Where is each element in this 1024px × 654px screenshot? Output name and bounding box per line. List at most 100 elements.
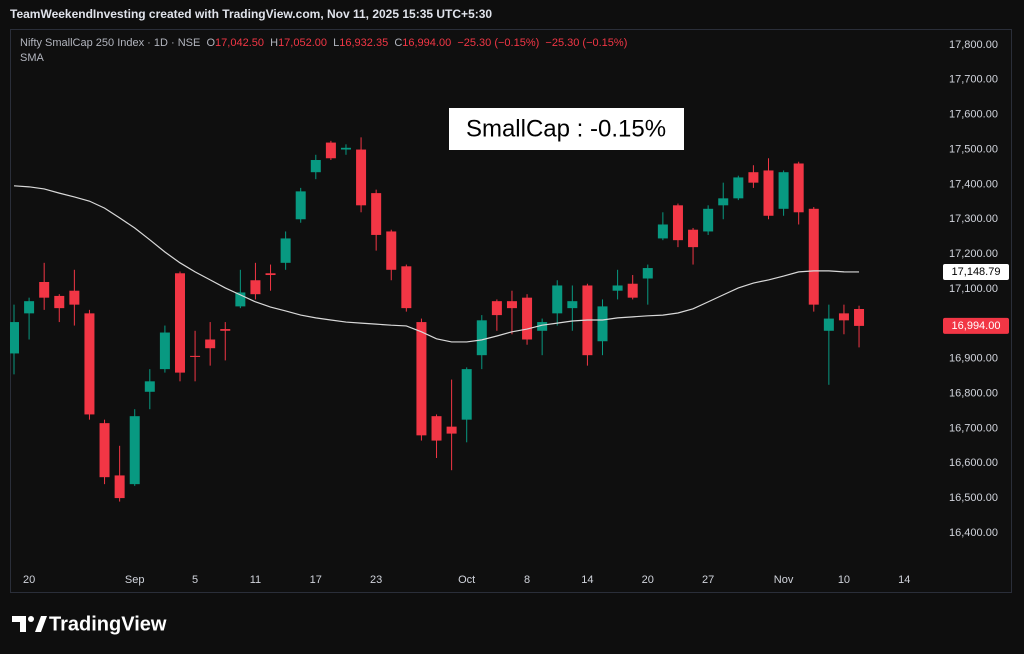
candle-body — [627, 283, 638, 298]
candle-body — [567, 301, 578, 309]
sma-line — [13, 185, 860, 343]
candle-body — [491, 301, 502, 316]
candle-body — [823, 318, 834, 331]
candle-body — [265, 273, 276, 276]
price-label-box — [943, 317, 1009, 334]
candle-body — [522, 297, 533, 340]
y-tick-label: 17,100.00 — [949, 283, 998, 295]
candle-body — [144, 381, 155, 392]
legend-text: SMA — [20, 52, 44, 64]
candle-body — [280, 238, 291, 263]
brand: TradingView — [49, 613, 167, 635]
candle-body — [325, 142, 336, 159]
candle-body — [54, 295, 65, 309]
logo-glyph — [12, 616, 26, 632]
x-tick-label: 23 — [370, 574, 382, 586]
x-tick-label: Sep — [125, 574, 145, 586]
y-tick-label: 17,400.00 — [949, 178, 998, 190]
caption: TeamWeekendInvesting created with Tradin… — [10, 7, 492, 21]
x-tick-label: 20 — [642, 574, 654, 586]
y-tick-label: 16,800.00 — [949, 387, 998, 399]
candle-body — [129, 416, 140, 485]
candle-body — [718, 198, 729, 206]
candle-body — [733, 177, 744, 199]
x-tick-label: 11 — [250, 574, 261, 586]
logo-dot — [28, 616, 34, 622]
candle-body — [431, 416, 442, 441]
candle-body — [854, 309, 865, 326]
y-tick-label: 17,700.00 — [949, 74, 998, 86]
legend-value: −25.30 (−0.15%) — [545, 37, 628, 49]
candle-body — [688, 229, 699, 248]
candle-body — [476, 320, 487, 356]
x-tick-label: 8 — [524, 574, 530, 586]
candle-body — [808, 208, 819, 305]
candle-body — [537, 322, 548, 331]
y-tick-label: 16,900.00 — [949, 353, 998, 365]
candle-body — [552, 285, 563, 314]
candle-body — [763, 170, 774, 216]
legend-value: −25.30 (−0.15%) — [457, 37, 540, 49]
candle-body — [295, 191, 306, 220]
y-tick-label: 16,400.00 — [949, 527, 998, 539]
legend: Nifty SmallCap 250 Index · 1D · NSE O17,… — [20, 36, 633, 66]
x-tick-label: 27 — [702, 574, 714, 586]
x-tick-label: 20 — [23, 574, 35, 586]
legend-text: C — [394, 37, 403, 49]
legend-text: L — [333, 37, 340, 49]
candle-body — [748, 172, 759, 183]
candle-body — [371, 193, 382, 235]
candle-body — [416, 322, 427, 436]
candle-body — [672, 205, 683, 241]
candle-body — [205, 339, 216, 349]
legend-text: H — [270, 37, 279, 49]
x-tick-label: 14 — [581, 574, 593, 586]
annotation: SmallCap : -0.15% — [466, 115, 666, 142]
y-tick-label: 16,600.00 — [949, 457, 998, 469]
y-tick-label: 16,700.00 — [949, 422, 998, 434]
candle-body — [69, 290, 80, 305]
candle-body — [220, 329, 231, 331]
annotation-box — [449, 108, 684, 150]
candle-body — [506, 301, 517, 309]
x-tick-label: Nov — [774, 574, 794, 586]
brand-logo — [12, 616, 47, 632]
candle-body — [461, 369, 472, 420]
legend-value: 17,042.50 — [215, 37, 264, 49]
y-tick-label: 17,300.00 — [949, 213, 998, 225]
candle-body — [446, 426, 457, 434]
y-tick-label: 17,600.00 — [949, 109, 998, 121]
x-tick-label: 14 — [898, 574, 910, 586]
candle-body — [356, 149, 367, 206]
price-label: 16,994.00 — [952, 320, 1001, 332]
logo-glyph — [35, 616, 47, 632]
legend-text: Nifty SmallCap 250 Index · 1D · NSE — [20, 37, 201, 49]
candle-body — [340, 147, 351, 150]
candle-body — [84, 313, 95, 415]
candle-body — [310, 160, 321, 173]
x-tick-label: 17 — [310, 574, 322, 586]
x-tick-label: Oct — [458, 574, 475, 586]
candle-body — [778, 172, 789, 209]
plot-area — [10, 137, 865, 502]
candle-body — [401, 266, 412, 309]
candle-body — [159, 332, 170, 370]
legend-value: 16,994.00 — [402, 37, 452, 49]
candle-body — [838, 313, 849, 321]
y-tick-label: 17,800.00 — [949, 39, 998, 51]
legend-text: O — [206, 37, 216, 49]
candle-body — [642, 268, 653, 279]
candle-body — [793, 163, 804, 213]
candle-body — [235, 292, 246, 307]
candle-body — [597, 306, 608, 342]
candle-body — [174, 273, 185, 373]
candle-body — [386, 231, 397, 270]
candle-body — [114, 475, 125, 499]
candle-body — [24, 301, 35, 314]
candle-body — [612, 285, 623, 291]
candle-body — [657, 224, 668, 239]
x-tick-label: 5 — [192, 574, 198, 586]
x-tick-label: 10 — [838, 574, 850, 586]
